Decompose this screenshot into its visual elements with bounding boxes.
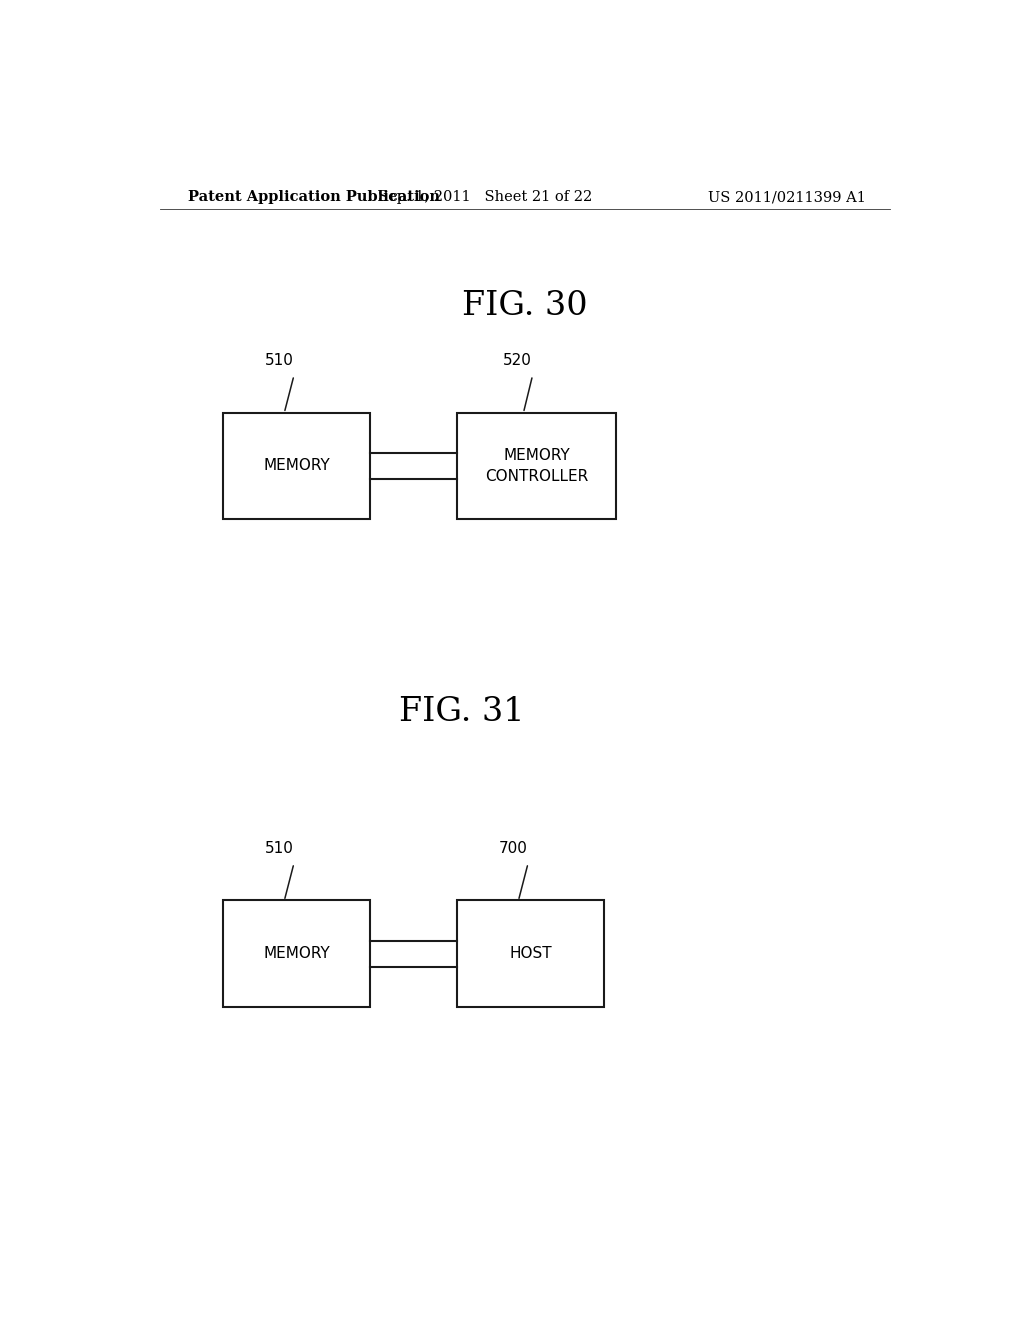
Text: 700: 700: [499, 841, 527, 855]
Text: US 2011/0211399 A1: US 2011/0211399 A1: [709, 190, 866, 205]
Bar: [458, 900, 604, 1007]
Text: MEMORY
CONTROLLER: MEMORY CONTROLLER: [485, 447, 589, 484]
Text: 520: 520: [503, 352, 532, 368]
Bar: [223, 900, 370, 1007]
Text: MEMORY: MEMORY: [263, 946, 330, 961]
Text: 510: 510: [264, 352, 294, 368]
Text: FIG. 31: FIG. 31: [398, 697, 524, 729]
Text: Patent Application Publication: Patent Application Publication: [187, 190, 439, 205]
Text: HOST: HOST: [509, 946, 552, 961]
Text: FIG. 30: FIG. 30: [462, 290, 588, 322]
Bar: [458, 412, 616, 519]
Text: Sep. 1, 2011   Sheet 21 of 22: Sep. 1, 2011 Sheet 21 of 22: [378, 190, 592, 205]
Bar: [223, 412, 370, 519]
Text: MEMORY: MEMORY: [263, 458, 330, 474]
Text: 510: 510: [264, 841, 294, 855]
